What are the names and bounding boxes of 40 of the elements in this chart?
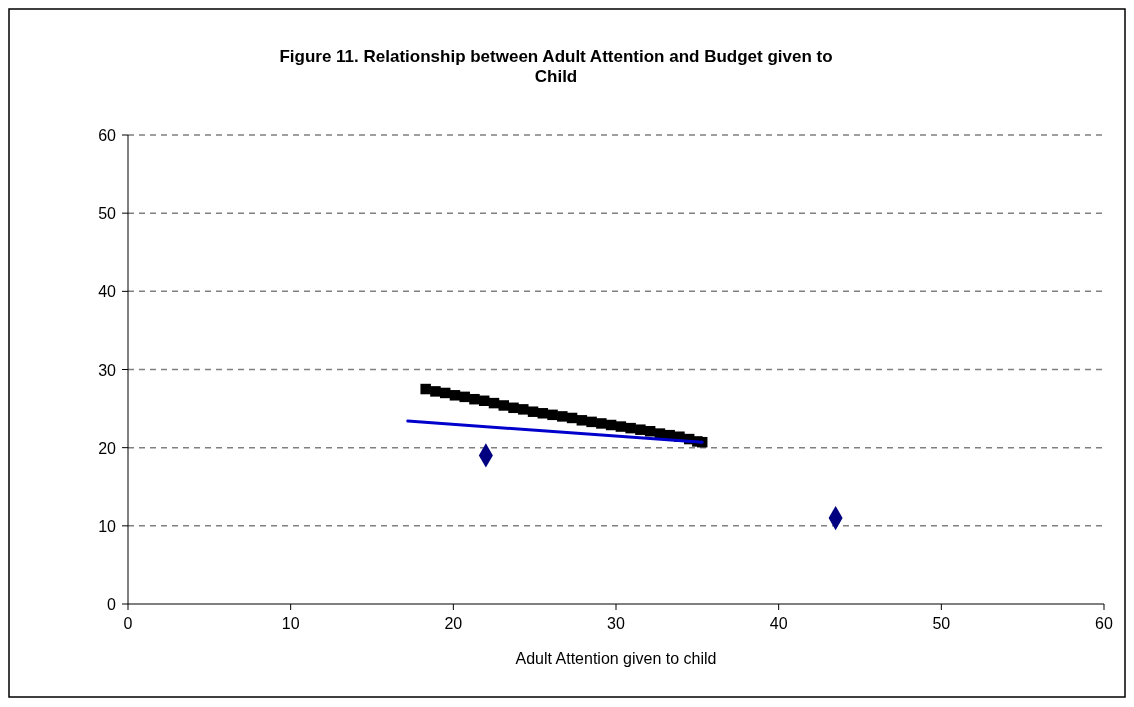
point <box>449 390 461 401</box>
point <box>518 404 529 415</box>
x-tick-label: 50 <box>932 615 951 632</box>
y-tick-label: 20 <box>98 439 117 457</box>
point <box>439 387 451 399</box>
point <box>557 411 568 422</box>
point <box>420 383 431 395</box>
y-tick-label: 50 <box>98 205 117 223</box>
x-tick-label: 60 <box>1095 615 1113 632</box>
point <box>586 416 597 428</box>
point <box>430 386 441 397</box>
x-tick-label: 0 <box>123 615 133 632</box>
point <box>527 406 539 417</box>
y-tick-label: 10 <box>98 517 117 535</box>
point <box>644 426 656 437</box>
chart-title: Figure 11. Relationship between Adult Attention and Budget given to Child <box>279 47 833 86</box>
y-tick-label: 40 <box>98 283 117 301</box>
point <box>596 418 607 429</box>
point <box>469 393 480 405</box>
point <box>615 421 627 432</box>
x-tick-label: 30 <box>607 615 625 632</box>
x-axis-title: Adult Attention given to child <box>515 650 717 667</box>
y-tick-label: 60 <box>98 127 117 144</box>
point <box>625 422 636 434</box>
point <box>459 391 470 403</box>
x-tick-label: 20 <box>444 615 463 632</box>
x-tick-label: 10 <box>281 615 300 632</box>
point <box>488 397 500 409</box>
point <box>576 415 588 426</box>
point <box>566 412 578 424</box>
point <box>508 402 519 414</box>
point <box>547 409 558 421</box>
y-tick-label: 0 <box>107 596 117 613</box>
point <box>479 395 490 407</box>
point <box>537 408 549 419</box>
point <box>605 419 617 431</box>
point <box>635 424 646 435</box>
x-tick-label: 40 <box>769 615 788 632</box>
point <box>498 400 509 411</box>
y-tick-label: 30 <box>98 361 117 379</box>
